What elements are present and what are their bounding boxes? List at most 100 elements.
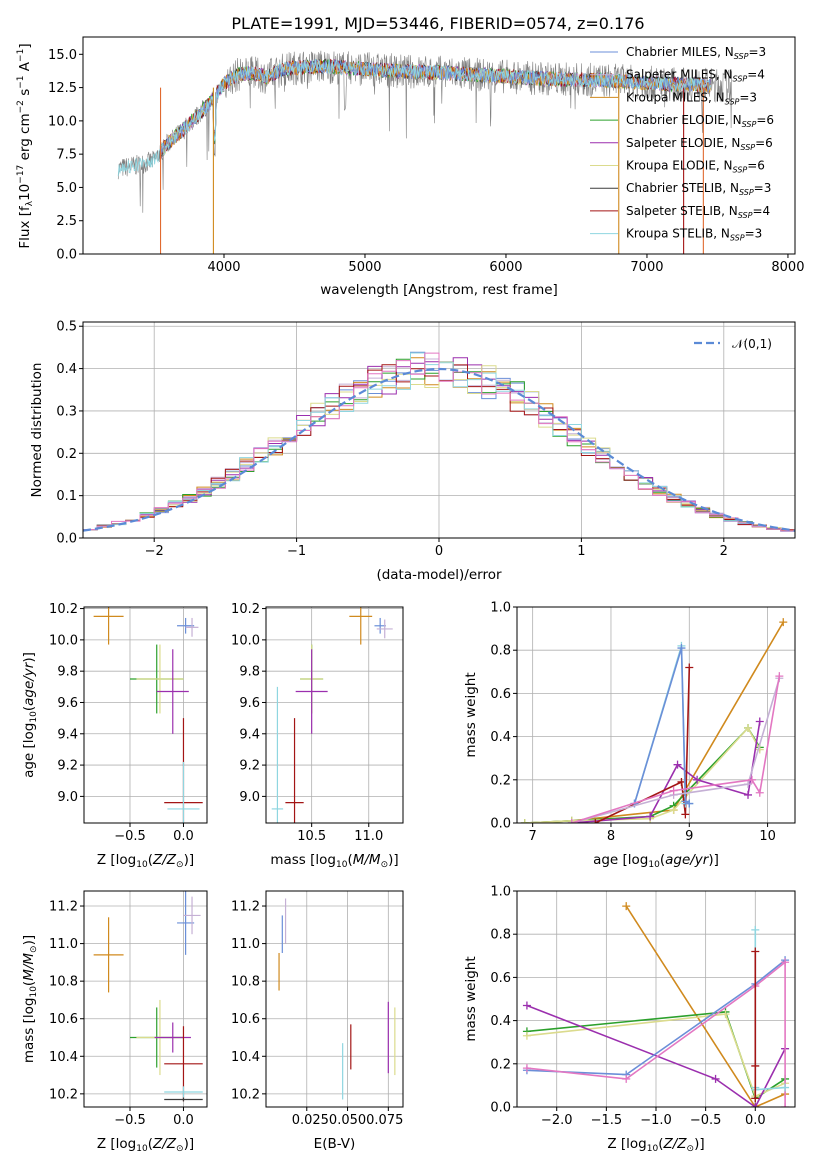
axes-frame <box>265 890 404 1108</box>
weight-marker <box>646 812 655 821</box>
normal-curve <box>83 367 795 532</box>
y-axis-label: Flux [fλ10−17 erg cm−2 s−1 A−1] <box>16 43 35 248</box>
x-axis-label: Z [log10(Z/Z⊙)] <box>607 1136 704 1154</box>
panel-z-mass: −0.5 0.0 10.2 10.4 10.6 10.8 11.0 11.2 Z [log10(… <box>21 890 208 1154</box>
y-tick-label: 9.6 <box>57 696 78 711</box>
x-tick-label: −2.0 <box>541 1113 573 1128</box>
x-tick-label: 0.0250.0500.075 <box>292 1113 404 1128</box>
legend-entry: Chabrier STELIB, NSSP=3 <box>626 181 771 197</box>
weight-marker <box>751 1103 760 1107</box>
y-axis-label: mass weight <box>463 672 479 757</box>
axes-frame <box>516 606 796 824</box>
x-tick-label: −2 <box>145 544 164 559</box>
plot-area-z-mass <box>93 891 203 1102</box>
weight-line <box>633 647 690 805</box>
weight-marker <box>721 1010 730 1019</box>
y-tick-label: 0.0 <box>56 248 77 263</box>
y-tick-label: 12.5 <box>48 81 77 96</box>
weight-marker <box>751 1094 760 1103</box>
x-axis-label: wavelength [Angstrom, rest frame] <box>320 282 558 298</box>
weight-line <box>526 1004 786 1107</box>
y-tick-label: 11.2 <box>231 900 260 915</box>
x-tick-label: −1.5 <box>591 1113 623 1128</box>
weight-line <box>571 678 781 823</box>
y-tick-label: 10.2 <box>49 602 78 617</box>
y-tick-label: 10.4 <box>231 1050 260 1065</box>
x-tick-label: 9 <box>685 829 693 844</box>
weight-marker <box>591 819 600 823</box>
weight-marker <box>673 760 682 769</box>
y-tick-label: 9.2 <box>57 759 78 774</box>
y-tick-label: 10.0 <box>48 114 77 129</box>
y-axis-label: mass weight <box>463 956 479 1041</box>
y-tick-label: 0.8 <box>490 928 511 943</box>
x-tick-label: 11.0 <box>354 829 383 844</box>
y-tick-label: 0.6 <box>490 971 511 986</box>
y-tick-label: 10.2 <box>49 1087 78 1102</box>
y-tick-label: 9.8 <box>239 665 260 680</box>
weight-marker <box>751 1061 760 1070</box>
y-tick-label: 0.4 <box>56 362 77 377</box>
weight-line <box>526 1013 786 1098</box>
y-tick-label: 0.0 <box>56 532 77 547</box>
x-axis-label: (data-model)/error <box>376 567 502 583</box>
weight-marker <box>622 902 631 911</box>
weight-marker <box>781 958 790 967</box>
x-tick-label: −1.0 <box>640 1113 672 1128</box>
weight-marker <box>522 1001 531 1010</box>
legend-entry: Kroupa STELIB, NSSP=3 <box>626 227 762 243</box>
x-tick-label: 0.0 <box>173 829 194 844</box>
x-tick-label: 0.0 <box>173 1113 194 1128</box>
x-tick-label: 6000 <box>489 260 522 275</box>
x-tick-label: 10 <box>759 829 776 844</box>
x-tick-label: 0.0 <box>745 1113 766 1128</box>
axes-frame <box>82 36 796 255</box>
weight-marker <box>751 925 760 934</box>
y-tick-label: 0.5 <box>56 320 77 335</box>
figure-title: PLATE=1991, MJD=53446, FIBERID=0574, z=0… <box>231 14 644 33</box>
y-axis-label: Normed distribution <box>29 363 45 498</box>
weight-marker <box>622 1074 631 1083</box>
x-tick-label: 10.5 <box>297 829 326 844</box>
x-tick-label: 8 <box>607 829 615 844</box>
legend-entry: Kroupa ELODIE, NSSP=6 <box>626 159 765 175</box>
panel-z-weight: −2.0 −1.5 −1.0 −0.5 0.0 0.0 0.2 0.4 0.6 0.8 1.0 Z [… <box>463 885 796 1154</box>
y-tick-label: 0.3 <box>56 404 77 419</box>
weight-marker <box>781 1083 790 1092</box>
histogram-series <box>83 352 795 532</box>
y-tick-label: 15.0 <box>48 48 77 63</box>
legend-entry: Salpeter ELODIE, NSSP=6 <box>626 136 773 152</box>
y-tick-label: 0.4 <box>490 1014 511 1029</box>
y-tick-label: 0.0 <box>490 1101 511 1116</box>
panel-z-age: −0.5 0.0 9.0 9.2 9.4 9.6 9.8 10.0 10.2 Z [log10(Z… <box>21 602 208 870</box>
y-tick-label: 11.0 <box>49 937 78 952</box>
x-axis-label: E(B-V) <box>314 1136 356 1152</box>
x-tick-label: 8000 <box>771 260 804 275</box>
y-tick-label: 9.8 <box>57 665 78 680</box>
y-axis-label: age [log10(age/yr)] <box>21 652 39 778</box>
plot-area-z-weight <box>522 902 790 1107</box>
y-tick-label: 0.2 <box>490 773 511 788</box>
x-axis-label: Z [log10(Z/Z⊙)] <box>97 1136 194 1154</box>
y-tick-label: 0.4 <box>490 730 511 745</box>
axes-frame <box>265 606 404 824</box>
weight-marker <box>522 1031 531 1040</box>
weight-marker <box>775 672 784 681</box>
plot-area-spectrum <box>117 50 732 254</box>
plot-area-age-weight <box>520 618 788 823</box>
y-tick-label: 10.6 <box>231 1012 260 1027</box>
axes-frame <box>83 890 208 1108</box>
x-tick-label: 2 <box>720 544 728 559</box>
y-tick-label: 9.0 <box>57 790 78 805</box>
y-tick-label: 0.8 <box>490 644 511 659</box>
weight-marker <box>744 780 753 789</box>
legend-entry: Kroupa MILES, NSSP=3 <box>626 90 757 106</box>
legend-entry: Salpeter MILES, NSSP=4 <box>626 68 765 84</box>
x-tick-label: 7 <box>529 829 537 844</box>
panel-ebv-mass: 0.0250.0500.075 10.2 10.4 10.6 10.8 11.0 11.2 E… <box>231 890 404 1152</box>
y-tick-label: 5.0 <box>56 181 77 196</box>
weight-marker <box>685 663 694 672</box>
y-tick-label: 10.6 <box>49 1012 78 1027</box>
y-tick-label: 2.5 <box>56 214 77 229</box>
